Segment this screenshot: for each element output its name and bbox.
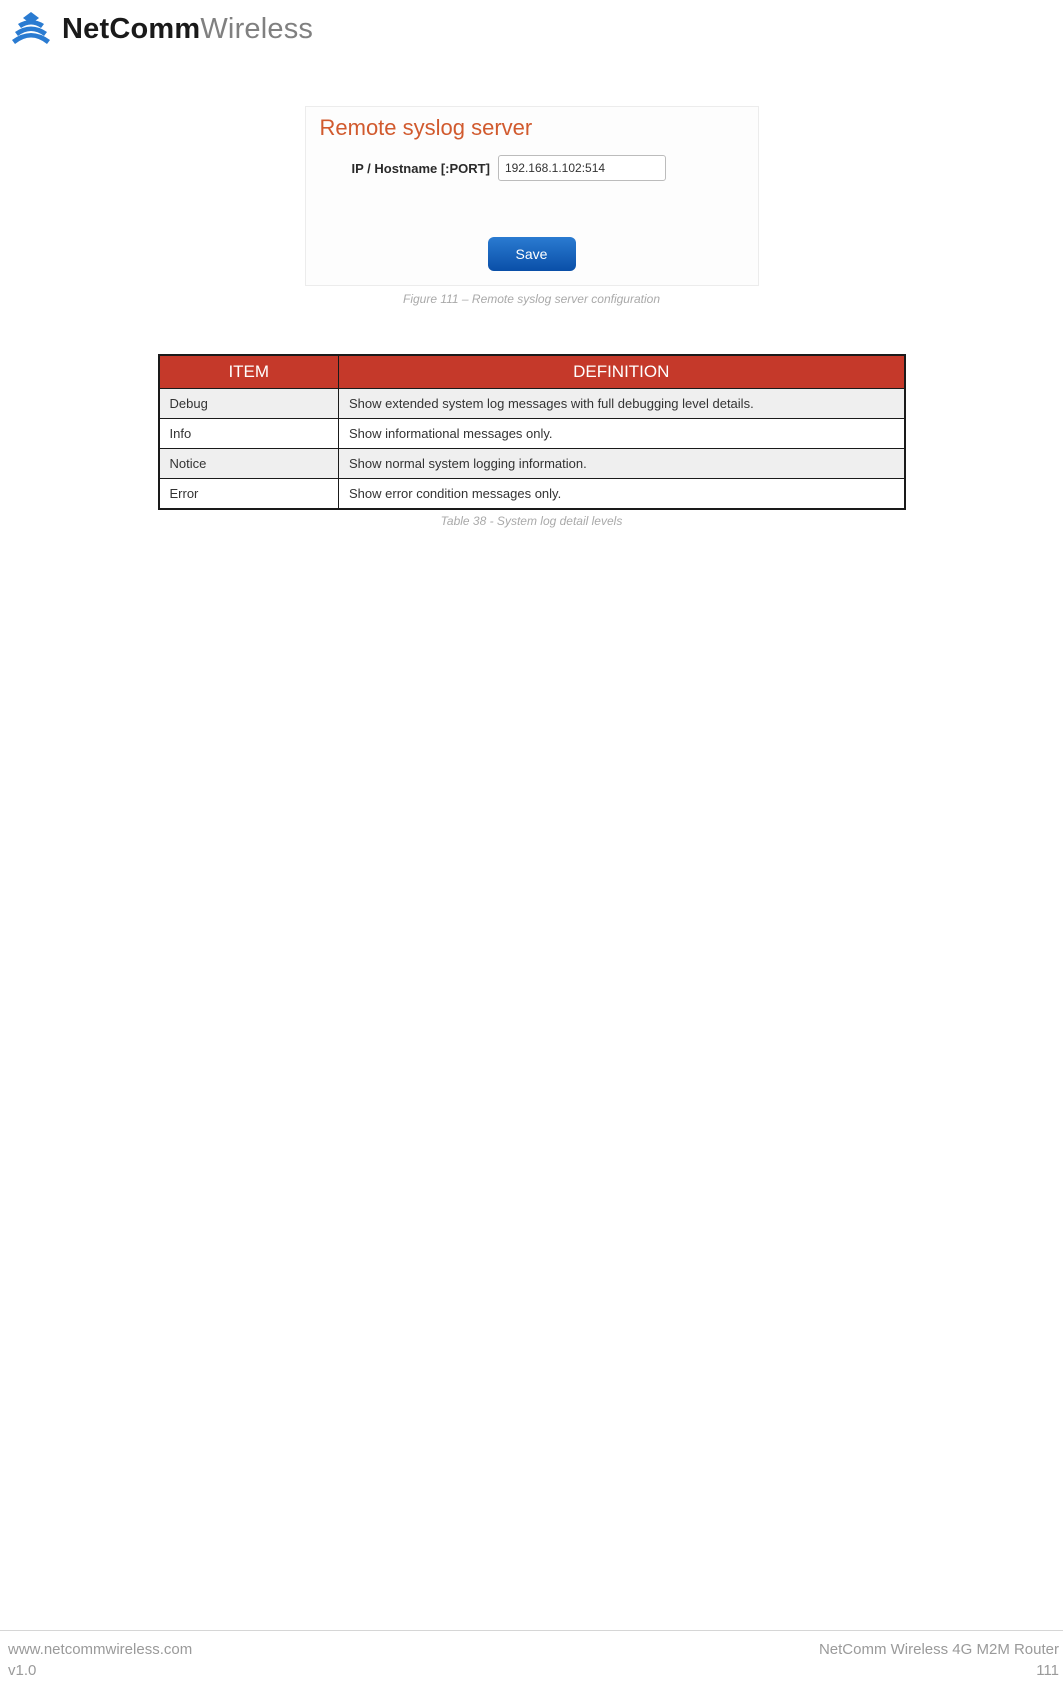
footer-right: NetComm Wireless 4G M2M Router 111 (819, 1639, 1059, 1681)
table-row: Error Show error condition messages only… (159, 479, 905, 510)
brand-name-bold: NetComm (62, 13, 200, 45)
footer-product: NetComm Wireless 4G M2M Router (819, 1639, 1059, 1660)
col-item: ITEM (159, 355, 339, 389)
cell-item: Error (159, 479, 339, 510)
table-header-row: ITEM DEFINITION (159, 355, 905, 389)
brand-wordmark: NetCommWireless (62, 13, 313, 46)
syslog-row: IP / Hostname [:PORT] (352, 155, 744, 181)
cell-item: Debug (159, 389, 339, 419)
cell-def: Show normal system logging information. (339, 449, 905, 479)
syslog-panel-title: Remote syslog server (320, 115, 744, 141)
footer-url: www.netcommwireless.com (8, 1639, 192, 1660)
save-button[interactable]: Save (488, 237, 576, 271)
col-definition: DEFINITION (339, 355, 905, 389)
definition-table-wrap: ITEM DEFINITION Debug Show extended syst… (158, 354, 906, 528)
cell-item: Info (159, 419, 339, 449)
footer-left: www.netcommwireless.com v1.0 (8, 1639, 192, 1681)
footer-version: v1.0 (8, 1660, 192, 1681)
syslog-panel: Remote syslog server IP / Hostname [:POR… (305, 106, 759, 286)
definition-table: ITEM DEFINITION Debug Show extended syst… (158, 354, 906, 510)
brand-name-light: Wireless (200, 13, 313, 45)
brand-header: NetCommWireless (0, 0, 1063, 48)
cell-def: Show informational messages only. (339, 419, 905, 449)
cell-def: Show error condition messages only. (339, 479, 905, 510)
table-row: Notice Show normal system logging inform… (159, 449, 905, 479)
table-row: Debug Show extended system log messages … (159, 389, 905, 419)
table-row: Info Show informational messages only. (159, 419, 905, 449)
page-footer: www.netcommwireless.com v1.0 NetComm Wir… (0, 1639, 1063, 1681)
table-caption: Table 38 - System log detail levels (158, 514, 906, 528)
cell-def: Show extended system log messages with f… (339, 389, 905, 419)
figure-caption: Figure 111 – Remote syslog server config… (305, 292, 759, 306)
syslog-ip-label: IP / Hostname [:PORT] (352, 161, 490, 176)
footer-page: 111 (819, 1660, 1059, 1681)
syslog-figure: Remote syslog server IP / Hostname [:POR… (305, 106, 759, 306)
brand-logo-icon (8, 10, 54, 48)
cell-item: Notice (159, 449, 339, 479)
footer-rule (0, 1630, 1063, 1631)
syslog-ip-input[interactable] (498, 155, 666, 181)
